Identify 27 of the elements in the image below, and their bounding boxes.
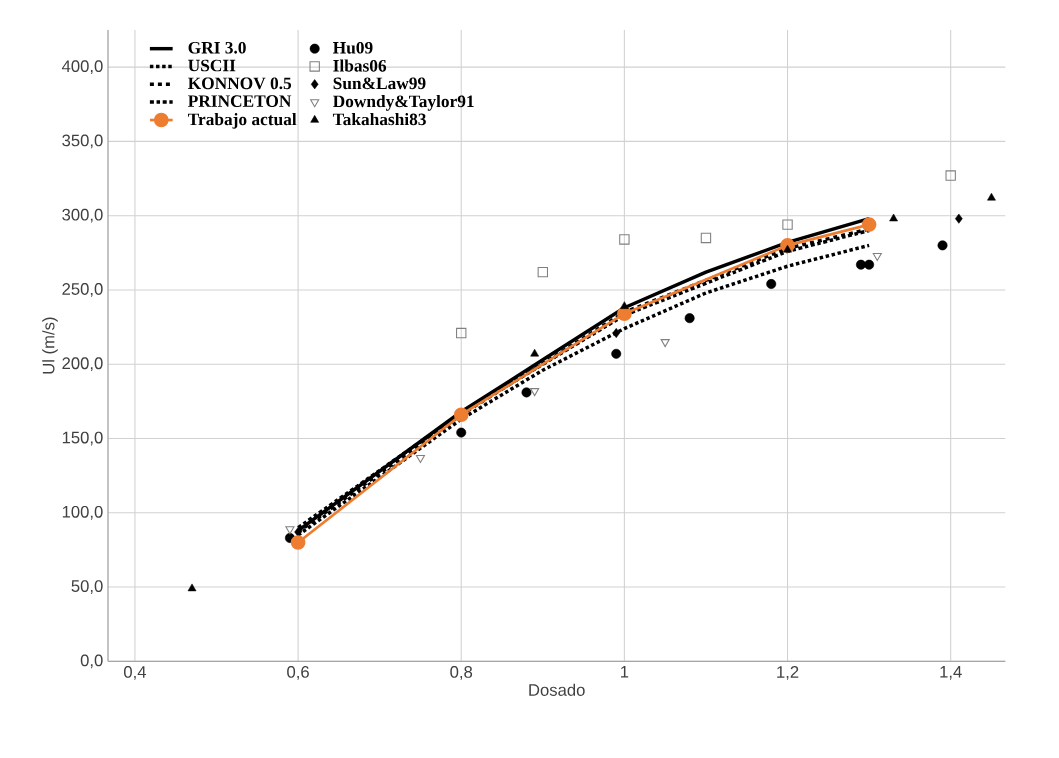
legend-label: GRI 3.0 xyxy=(188,41,246,54)
y-tick-label: 100,0 xyxy=(62,505,103,520)
y-tick-label: 0,0 xyxy=(80,654,103,669)
legend-label: Downdy&Taylor91 xyxy=(333,94,474,111)
y-tick-label: 250,0 xyxy=(62,283,103,297)
x-tick-label: 1,4 xyxy=(940,666,962,680)
legend-label: USCII xyxy=(188,59,236,72)
legend-label: Takahashi83 xyxy=(332,113,426,126)
x-tick-label: 0,6 xyxy=(287,666,309,680)
legend-label: Trabajo actual xyxy=(187,113,297,129)
legend-label: Ilbas06 xyxy=(333,59,387,72)
x-axis-title: Dosado xyxy=(529,683,585,696)
legend-label: PRINCETON xyxy=(188,95,292,107)
y-tick-label: 300,0 xyxy=(62,208,103,223)
y-tick-label: 200,0 xyxy=(62,357,103,372)
x-tick-label: 1 xyxy=(621,666,629,678)
x-tick-label: 0,4 xyxy=(123,666,147,680)
legend-label: Sun&Law99 xyxy=(333,77,426,90)
legend-label: Hu09 xyxy=(332,41,373,54)
y-axis-title: Ul (m/s) xyxy=(42,317,58,374)
legend-label: KONNOV 0.5 xyxy=(188,77,292,90)
y-tick-label: 350,0 xyxy=(62,134,103,149)
x-tick-label: 0,8 xyxy=(450,666,473,680)
y-tick-label: 150,0 xyxy=(62,431,103,446)
y-tick-label: 400,0 xyxy=(61,60,103,75)
x-tick-label: 1,2 xyxy=(777,666,799,680)
y-tick-label: 50,0 xyxy=(71,580,103,594)
